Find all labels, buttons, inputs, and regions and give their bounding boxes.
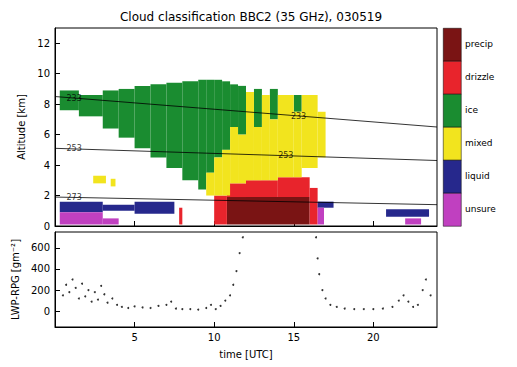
- svg-text:Cloud classification BBC2 (35: Cloud classification BBC2 (35 GHz), 0305…: [120, 10, 382, 24]
- svg-text:Altitude [km]: Altitude [km]: [16, 94, 27, 160]
- svg-text:233: 233: [66, 93, 82, 103]
- svg-text:12: 12: [37, 38, 50, 49]
- svg-text:0: 0: [44, 221, 50, 232]
- svg-text:liquid: liquid: [465, 171, 490, 181]
- svg-text:10: 10: [208, 332, 221, 343]
- svg-text:15: 15: [287, 332, 300, 343]
- svg-text:253: 253: [278, 151, 294, 161]
- svg-text:253: 253: [66, 144, 82, 154]
- svg-text:unsure: unsure: [465, 204, 496, 214]
- svg-text:233: 233: [290, 111, 307, 121]
- svg-text:drizzle: drizzle: [465, 72, 495, 82]
- svg-text:6: 6: [44, 129, 50, 140]
- svg-text:mixed: mixed: [465, 138, 493, 148]
- svg-text:0: 0: [44, 306, 50, 317]
- svg-text:5: 5: [131, 332, 137, 343]
- svg-text:2: 2: [44, 190, 50, 201]
- svg-text:LWP-RPG [gm⁻²]: LWP-RPG [gm⁻²]: [10, 239, 21, 320]
- svg-text:400: 400: [31, 263, 50, 274]
- svg-text:200: 200: [31, 285, 50, 296]
- svg-text:273: 273: [66, 192, 82, 202]
- svg-text:ice: ice: [465, 105, 478, 115]
- svg-text:20: 20: [367, 332, 380, 343]
- svg-text:precip: precip: [465, 39, 493, 49]
- svg-text:10: 10: [37, 68, 50, 79]
- svg-text:600: 600: [31, 242, 50, 253]
- svg-text:4: 4: [44, 160, 50, 171]
- svg-text:8: 8: [44, 99, 50, 110]
- svg-text:time [UTC]: time [UTC]: [219, 349, 272, 360]
